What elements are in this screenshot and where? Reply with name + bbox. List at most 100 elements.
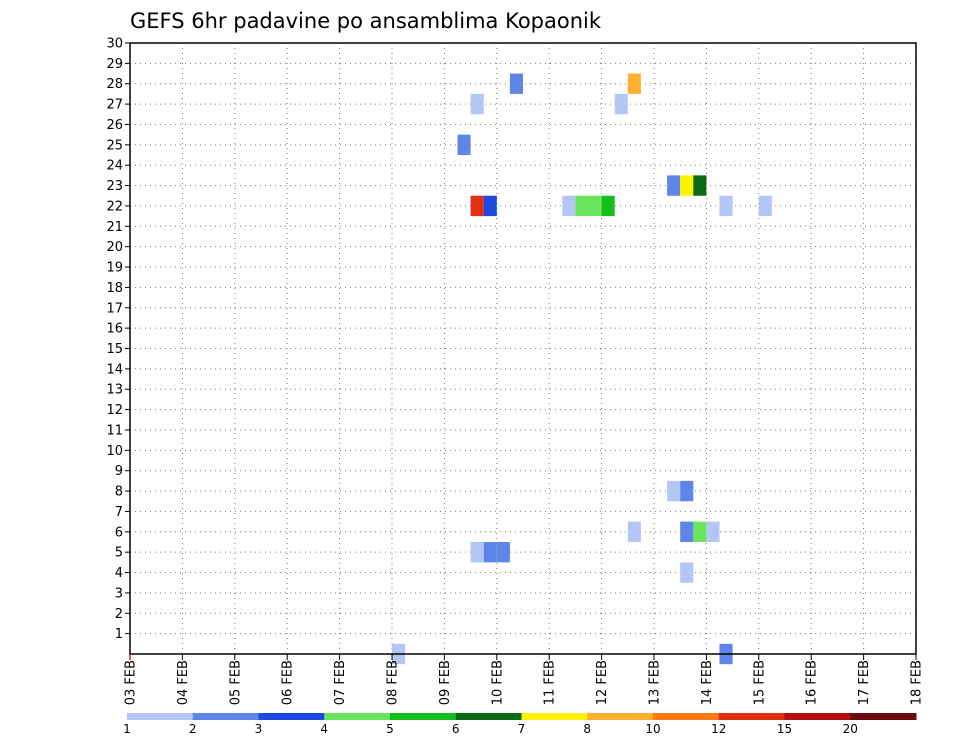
legend-label: 6	[452, 722, 460, 736]
data-cell	[483, 195, 497, 217]
y-tick-label: 8	[115, 485, 123, 500]
data-cell	[562, 195, 576, 217]
data-cell	[483, 541, 497, 563]
x-tick-label: 17 FEB	[857, 660, 872, 705]
data-cell	[667, 480, 681, 502]
plot-frame	[129, 42, 917, 655]
legend-swatch	[587, 713, 654, 720]
x-tick-label: 14 FEB	[700, 660, 715, 705]
data-cell	[601, 195, 615, 217]
x-tick-label: 11 FEB	[543, 660, 558, 705]
x-tick-label: 16 FEB	[805, 660, 820, 705]
data-cell	[706, 521, 720, 542]
y-tick-label: 24	[106, 159, 123, 174]
legend-label: 3	[255, 722, 263, 736]
y-tick-label: 23	[106, 179, 123, 194]
x-tick-label: 15 FEB	[752, 660, 767, 705]
y-tick-label: 11	[106, 423, 123, 438]
y-tick-label: 14	[106, 362, 123, 377]
legend-label: 7	[518, 722, 526, 736]
y-tick-label: 6	[115, 525, 123, 540]
y-axis: 1234567891011121314151617181920212223242…	[106, 37, 130, 642]
x-tick-label: 03 FEB	[124, 660, 139, 705]
y-tick-label: 3	[115, 586, 123, 601]
y-tick-label: 10	[106, 444, 123, 459]
y-tick-label: 25	[106, 138, 123, 153]
y-tick-label: 30	[106, 37, 123, 52]
x-tick-label: 13 FEB	[648, 660, 663, 705]
legend-label: 1	[123, 722, 131, 736]
legend-swatch	[324, 713, 391, 720]
x-tick-label: 04 FEB	[176, 660, 191, 705]
x-tick-label: 09 FEB	[438, 660, 453, 705]
legend-swatch	[521, 713, 588, 720]
y-tick-label: 5	[115, 546, 123, 561]
x-tick-label: 08 FEB	[386, 660, 401, 705]
data-cell	[470, 541, 484, 563]
data-cell	[575, 195, 589, 217]
data-cell	[758, 195, 772, 217]
x-tick-label: 05 FEB	[228, 660, 243, 705]
data-cell	[719, 195, 733, 217]
data-cell	[457, 134, 471, 156]
legend-swatch	[784, 713, 851, 720]
data-cell	[614, 93, 628, 115]
data-cell	[470, 93, 484, 115]
legend-label: 4	[320, 722, 328, 736]
legend-swatch	[390, 713, 457, 720]
data-cell	[470, 195, 484, 217]
y-tick-label: 16	[106, 322, 123, 337]
legend-swatch	[653, 713, 720, 720]
y-tick-label: 4	[115, 566, 123, 581]
data-cell	[627, 521, 641, 542]
legend-label: 12	[711, 722, 726, 736]
y-tick-label: 29	[106, 57, 123, 72]
data-cell	[680, 175, 694, 196]
data-cell	[496, 541, 510, 563]
data-cell	[509, 73, 523, 94]
data-cell	[680, 521, 694, 542]
y-tick-label: 26	[106, 118, 123, 133]
legend-swatch	[192, 713, 259, 720]
y-tick-label: 17	[106, 301, 123, 316]
data-cell	[693, 175, 707, 196]
legend-swatch	[850, 713, 917, 720]
legend-swatch	[455, 713, 522, 720]
data-cell	[680, 480, 694, 502]
legend-label: 2	[189, 722, 197, 736]
legend-swatch	[718, 713, 785, 720]
x-tick-label: 07 FEB	[333, 660, 348, 705]
grid-lines	[129, 42, 917, 654]
legend-label: 15	[777, 722, 792, 736]
data-cell	[693, 521, 707, 542]
x-tick-label: 18 FEB	[910, 660, 925, 705]
x-axis: 03 FEB 04 FEB 05 FEB 06 FEB 07 FEB 08 FEB 09 F…	[124, 654, 925, 705]
chart-title: GEFS 6hr padavine po ansamblima Kopaonik	[130, 9, 602, 33]
y-tick-label: 13	[106, 383, 123, 398]
y-tick-label: 19	[106, 261, 123, 276]
color-legend: 1 2 3 4 5 6 7 8 10 12 15 20	[123, 713, 917, 736]
y-tick-label: 22	[106, 199, 123, 214]
y-tick-label: 9	[115, 464, 123, 479]
y-tick-label: 28	[106, 77, 123, 92]
y-tick-label: 2	[115, 607, 123, 622]
data-cell	[627, 73, 641, 94]
x-tick-label: 10 FEB	[490, 660, 505, 705]
x-tick-label: 06 FEB	[281, 660, 296, 705]
y-tick-label: 7	[115, 505, 123, 520]
y-tick-label: 1	[115, 627, 123, 642]
y-tick-label: 12	[106, 403, 123, 418]
legend-swatch	[258, 713, 325, 720]
y-tick-label: 20	[106, 240, 123, 255]
legend-swatch	[127, 713, 194, 720]
data-cell	[588, 195, 602, 217]
y-tick-label: 18	[106, 281, 123, 296]
legend-label: 8	[583, 722, 591, 736]
x-tick-label: 12 FEB	[595, 660, 610, 705]
legend-label: 5	[386, 722, 394, 736]
y-tick-label: 21	[106, 220, 123, 235]
y-tick-label: 15	[106, 342, 123, 357]
y-tick-label: 27	[106, 98, 123, 113]
data-cells	[392, 73, 772, 665]
